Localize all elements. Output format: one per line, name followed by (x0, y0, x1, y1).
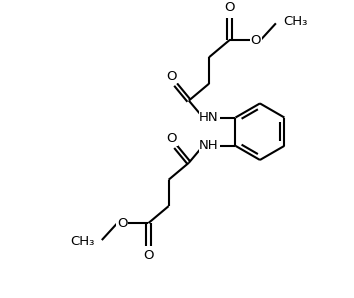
Text: NH: NH (199, 139, 219, 152)
Text: O: O (143, 249, 154, 262)
Text: O: O (117, 217, 127, 229)
Text: O: O (224, 1, 234, 14)
Text: HN: HN (199, 111, 219, 124)
Text: CH₃: CH₃ (284, 15, 308, 28)
Text: CH₃: CH₃ (70, 235, 94, 249)
Text: O: O (167, 132, 177, 145)
Text: O: O (167, 70, 177, 83)
Text: O: O (250, 34, 261, 47)
